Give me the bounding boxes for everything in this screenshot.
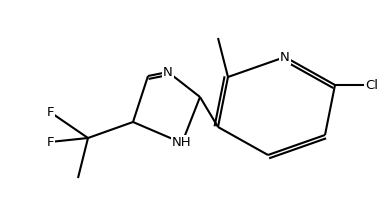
Text: NH: NH [172,136,192,149]
Text: Cl: Cl [365,78,379,91]
Text: F: F [46,106,54,118]
Text: N: N [163,66,173,78]
Text: N: N [280,50,290,64]
Text: F: F [46,135,54,148]
